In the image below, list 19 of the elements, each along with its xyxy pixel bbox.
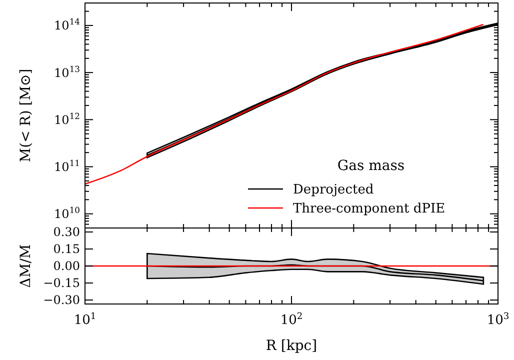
y-tick-label: 10$^{14}$ (54, 16, 80, 33)
y-tick-label: 10$^{11}$ (54, 158, 80, 174)
legend-label: Deprojected (293, 182, 374, 198)
x-tick-label: 10$^{2}$ (280, 312, 303, 328)
y-tick-label: 0.00 (53, 259, 80, 274)
y-tick-label: −0.15 (43, 276, 80, 290)
x-tick-label: 10$^{1}$ (74, 312, 96, 328)
y-axis-title: ΔM/M (18, 244, 34, 288)
y-tick-label: 10$^{10}$ (54, 205, 80, 222)
y-tick-label: −0.30 (43, 293, 80, 308)
y-tick-label: 10$^{12}$ (54, 110, 80, 127)
legend-label: Three-component dPIE (293, 202, 446, 217)
y-tick-label: 0.15 (53, 242, 80, 256)
x-axis-title: R [kpc] (266, 338, 318, 354)
y-tick-label: 0.30 (53, 225, 80, 240)
y-tick-label: 10$^{13}$ (54, 64, 80, 80)
x-tick-label: 10$^{3}$ (486, 312, 510, 328)
legend-title: Gas mass (337, 158, 405, 174)
y-axis-title: M(< R) [M⊙] (18, 68, 34, 162)
